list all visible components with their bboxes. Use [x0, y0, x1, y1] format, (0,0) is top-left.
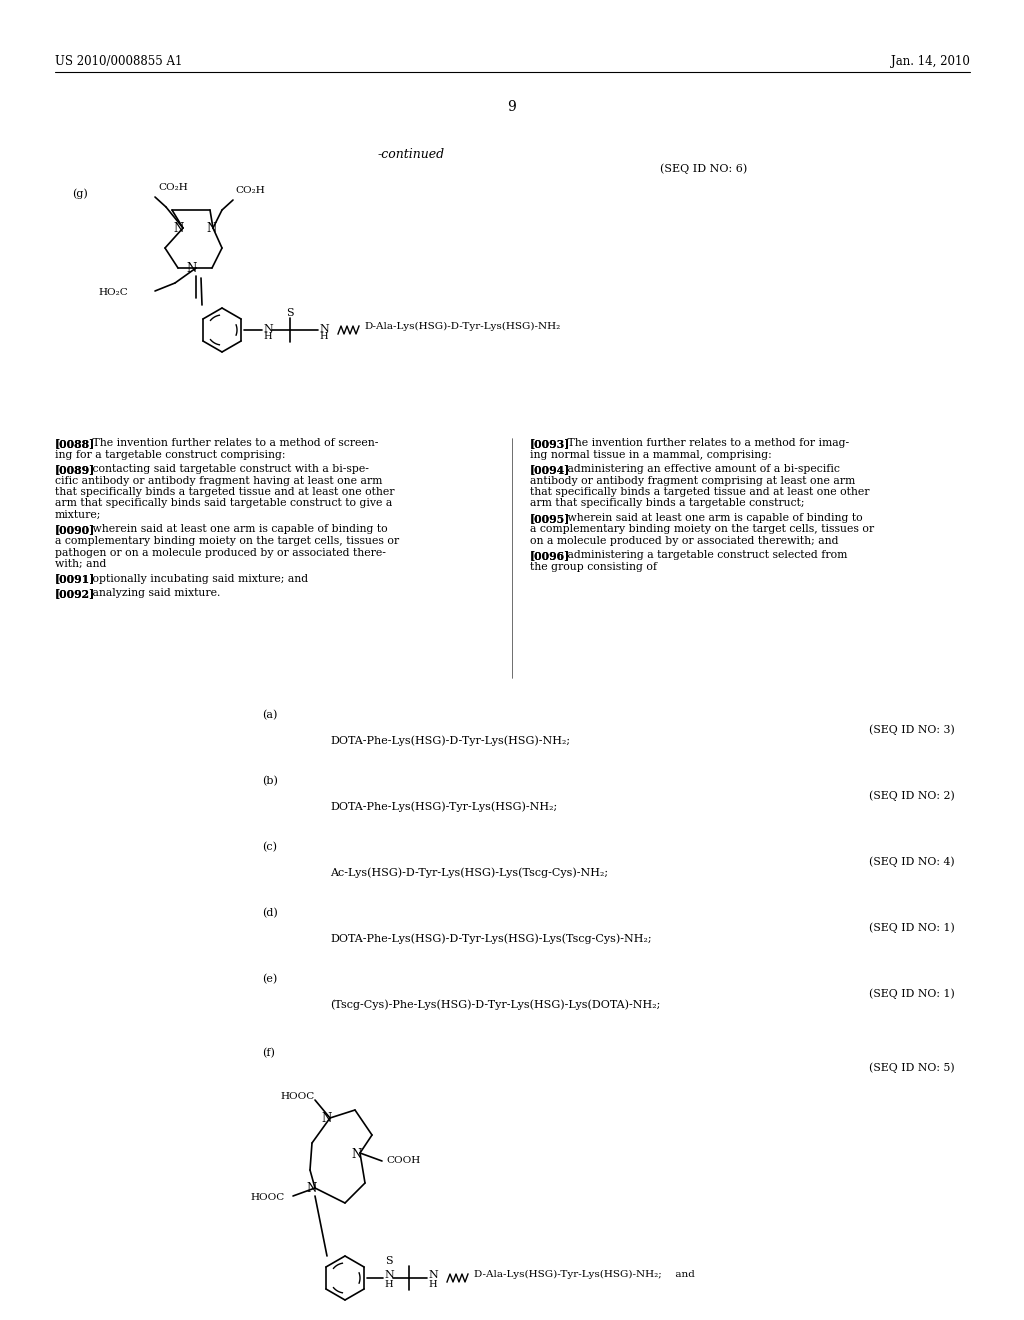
Text: [0089]: [0089] [55, 465, 95, 475]
Text: Ac-Lys(HSG)-D-Tyr-Lys(HSG)-Lys(Tscg-Cys)-NH₂;: Ac-Lys(HSG)-D-Tyr-Lys(HSG)-Lys(Tscg-Cys)… [330, 867, 608, 878]
Text: H: H [384, 1280, 392, 1290]
Text: wherein said at least one arm is capable of binding to: wherein said at least one arm is capable… [557, 513, 862, 523]
Text: N: N [319, 323, 329, 334]
Text: [0093]: [0093] [530, 438, 570, 449]
Text: that specifically binds a targeted tissue and at least one other: that specifically binds a targeted tissu… [530, 487, 869, 498]
Text: (SEQ ID NO: 1): (SEQ ID NO: 1) [869, 921, 955, 932]
Text: [0095]: [0095] [530, 513, 570, 524]
Text: arm that specifically binds a targetable construct;: arm that specifically binds a targetable… [530, 499, 805, 508]
Text: CO₂H: CO₂H [234, 186, 265, 195]
Text: that specifically binds a targeted tissue and at least one other: that specifically binds a targeted tissu… [55, 487, 394, 498]
Text: [0093]: [0093] [530, 438, 570, 449]
Text: (b): (b) [262, 776, 278, 787]
Text: [0094]: [0094] [530, 465, 570, 475]
Text: the group consisting of: the group consisting of [530, 562, 657, 572]
Text: H: H [319, 333, 328, 341]
Text: (SEQ ID NO: 4): (SEQ ID NO: 4) [869, 855, 955, 866]
Text: cific antibody or antibody fragment having at least one arm: cific antibody or antibody fragment havi… [55, 475, 382, 486]
Text: (a): (a) [262, 710, 278, 721]
Text: HO₂C: HO₂C [98, 288, 128, 297]
Text: optionally incubating said mixture; and: optionally incubating said mixture; and [82, 573, 308, 583]
Text: ing normal tissue in a mammal, comprising:: ing normal tissue in a mammal, comprisin… [530, 450, 772, 459]
Text: N: N [384, 1270, 394, 1280]
Text: [0088]: [0088] [55, 438, 95, 449]
Text: The invention further relates to a method for imag-: The invention further relates to a metho… [557, 438, 849, 447]
Text: (SEQ ID NO: 6): (SEQ ID NO: 6) [660, 162, 748, 173]
Text: N: N [428, 1270, 437, 1280]
Text: antibody or antibody fragment comprising at least one arm: antibody or antibody fragment comprising… [530, 475, 855, 486]
Text: arm that specifically binds said targetable construct to give a: arm that specifically binds said targeta… [55, 499, 392, 508]
Text: (SEQ ID NO: 1): (SEQ ID NO: 1) [869, 987, 955, 998]
Text: N: N [263, 323, 272, 334]
Text: (SEQ ID NO: 3): (SEQ ID NO: 3) [869, 723, 955, 734]
Text: administering an effective amount of a bi-specific: administering an effective amount of a b… [557, 465, 840, 474]
Text: [0094]: [0094] [530, 465, 570, 475]
Text: administering a targetable construct selected from: administering a targetable construct sel… [557, 550, 848, 561]
Text: [0092]: [0092] [55, 587, 95, 599]
Text: The invention further relates to a method of screen-: The invention further relates to a metho… [82, 438, 379, 447]
Text: H: H [428, 1280, 436, 1290]
Text: (d): (d) [262, 908, 278, 919]
Text: N: N [322, 1113, 332, 1126]
Text: HOOC: HOOC [280, 1092, 314, 1101]
Text: COOH: COOH [386, 1156, 420, 1166]
Text: mixture;: mixture; [55, 510, 101, 520]
Text: [0090]: [0090] [55, 524, 95, 536]
Text: [0096]: [0096] [530, 550, 570, 561]
Text: analyzing said mixture.: analyzing said mixture. [82, 587, 220, 598]
Text: Jan. 14, 2010: Jan. 14, 2010 [891, 55, 970, 69]
Text: a complementary binding moiety on the target cells, tissues or: a complementary binding moiety on the ta… [55, 536, 399, 546]
Text: N: N [307, 1183, 317, 1196]
Text: contacting said targetable construct with a bi-spe-: contacting said targetable construct wit… [82, 465, 369, 474]
Text: on a molecule produced by or associated therewith; and: on a molecule produced by or associated … [530, 536, 839, 546]
Text: H: H [263, 333, 271, 341]
Text: [0090]: [0090] [55, 524, 95, 536]
Text: [0089]: [0089] [55, 465, 95, 475]
Text: (c): (c) [262, 842, 278, 853]
Text: N: N [352, 1147, 362, 1160]
Text: US 2010/0008855 A1: US 2010/0008855 A1 [55, 55, 182, 69]
Text: [0096]: [0096] [530, 550, 570, 561]
Text: HOOC: HOOC [250, 1193, 285, 1203]
Text: (SEQ ID NO: 5): (SEQ ID NO: 5) [869, 1063, 955, 1073]
Text: DOTA-Phe-Lys(HSG)-D-Tyr-Lys(HSG)-Lys(Tscg-Cys)-NH₂;: DOTA-Phe-Lys(HSG)-D-Tyr-Lys(HSG)-Lys(Tsc… [330, 933, 651, 944]
Text: N: N [186, 263, 198, 276]
Text: a complementary binding moiety on the target cells, tissues or: a complementary binding moiety on the ta… [530, 524, 874, 535]
Text: CO₂H: CO₂H [158, 183, 187, 191]
Text: S: S [385, 1257, 392, 1266]
Text: (e): (e) [262, 974, 278, 985]
Text: [0091]: [0091] [55, 573, 95, 585]
Text: N: N [207, 223, 217, 235]
Text: 9: 9 [508, 100, 516, 114]
Text: with; and: with; and [55, 558, 106, 569]
Text: -continued: -continued [378, 148, 445, 161]
Text: ing for a targetable construct comprising:: ing for a targetable construct comprisin… [55, 450, 286, 459]
Text: S: S [286, 308, 294, 318]
Text: wherein said at least one arm is capable of binding to: wherein said at least one arm is capable… [82, 524, 388, 535]
Text: (SEQ ID NO: 2): (SEQ ID NO: 2) [869, 789, 955, 800]
Text: (f): (f) [262, 1048, 274, 1059]
Text: pathogen or on a molecule produced by or associated there-: pathogen or on a molecule produced by or… [55, 548, 386, 557]
Text: (g): (g) [72, 187, 88, 198]
Text: N: N [174, 223, 184, 235]
Text: DOTA-Phe-Lys(HSG)-Tyr-Lys(HSG)-NH₂;: DOTA-Phe-Lys(HSG)-Tyr-Lys(HSG)-NH₂; [330, 801, 557, 812]
Text: [0092]: [0092] [55, 587, 95, 599]
Text: [0095]: [0095] [530, 513, 570, 524]
Text: [0091]: [0091] [55, 573, 95, 585]
Text: [0088]: [0088] [55, 438, 95, 449]
Text: (Tscg-Cys)-Phe-Lys(HSG)-D-Tyr-Lys(HSG)-Lys(DOTA)-NH₂;: (Tscg-Cys)-Phe-Lys(HSG)-D-Tyr-Lys(HSG)-L… [330, 999, 660, 1010]
Text: D-Ala-Lys(HSG)-Tyr-Lys(HSG)-NH₂;  and: D-Ala-Lys(HSG)-Tyr-Lys(HSG)-NH₂; and [474, 1270, 695, 1279]
Text: D-Ala-Lys(HSG)-D-Tyr-Lys(HSG)-NH₂: D-Ala-Lys(HSG)-D-Tyr-Lys(HSG)-NH₂ [364, 322, 560, 331]
Text: DOTA-Phe-Lys(HSG)-D-Tyr-Lys(HSG)-NH₂;: DOTA-Phe-Lys(HSG)-D-Tyr-Lys(HSG)-NH₂; [330, 735, 570, 746]
